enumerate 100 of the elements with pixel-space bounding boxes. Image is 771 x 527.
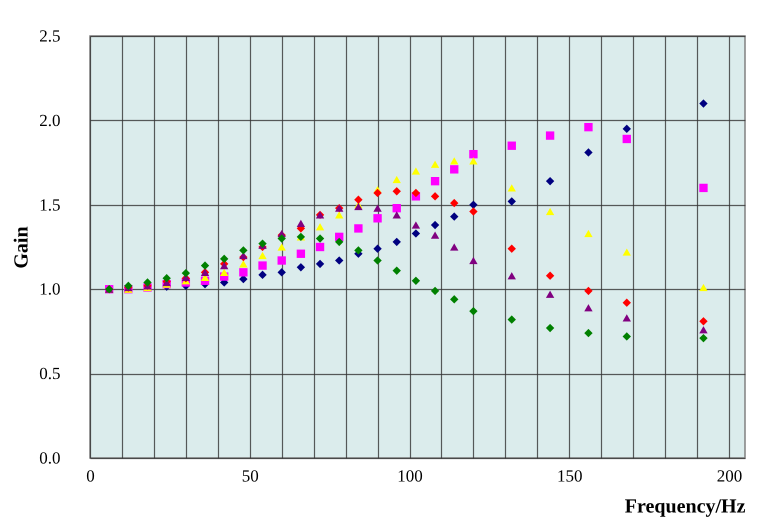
point	[335, 211, 344, 219]
point	[450, 198, 458, 208]
point	[162, 274, 171, 282]
point	[622, 298, 631, 307]
point	[469, 256, 478, 264]
point	[450, 165, 458, 174]
point	[373, 244, 382, 253]
point	[258, 270, 267, 280]
point	[296, 250, 306, 258]
x-tick-label: 50	[242, 466, 259, 486]
point	[508, 272, 516, 280]
point	[584, 122, 593, 132]
point	[584, 304, 593, 312]
point	[239, 260, 248, 268]
x-tick-label: 0	[86, 466, 95, 486]
y-tick-label: 2.0	[39, 110, 60, 130]
point	[450, 295, 458, 304]
point	[412, 221, 420, 229]
point	[373, 256, 382, 265]
point	[412, 167, 420, 175]
point	[430, 286, 440, 296]
point	[354, 246, 363, 255]
point	[469, 207, 478, 216]
point	[258, 239, 267, 248]
point	[584, 148, 593, 157]
point	[412, 276, 420, 285]
point	[239, 268, 248, 277]
point	[546, 208, 554, 216]
point	[622, 314, 631, 322]
point	[622, 332, 631, 341]
point	[469, 200, 478, 209]
x-tick-label: 100	[397, 466, 423, 486]
point	[508, 315, 516, 324]
point	[296, 220, 306, 227]
point	[699, 317, 708, 326]
point	[392, 187, 401, 196]
point	[508, 142, 516, 150]
point	[546, 324, 554, 332]
point	[430, 192, 440, 201]
point	[220, 268, 228, 276]
point	[546, 290, 554, 298]
point	[258, 261, 267, 270]
y-tick-label: 1.0	[39, 280, 60, 299]
point	[335, 256, 344, 265]
point	[430, 160, 440, 168]
point	[508, 197, 516, 206]
x-tick-label: 150	[557, 466, 583, 486]
x-tick-label: 200	[716, 466, 742, 486]
point	[469, 150, 478, 158]
y-tick-label: 0.0	[39, 448, 60, 468]
point	[622, 134, 631, 144]
point	[546, 176, 554, 186]
point	[546, 131, 554, 140]
point	[373, 204, 382, 212]
point	[316, 223, 324, 230]
point	[699, 326, 708, 334]
point	[335, 238, 344, 246]
point	[622, 248, 631, 256]
point	[392, 266, 401, 275]
point	[412, 188, 420, 198]
point	[450, 212, 458, 221]
point	[699, 284, 708, 292]
point	[200, 261, 210, 270]
point	[296, 263, 306, 272]
point	[220, 254, 228, 263]
point	[430, 176, 440, 186]
point	[546, 272, 554, 280]
point	[354, 224, 363, 233]
point	[392, 238, 401, 246]
y-tick-label: 2.5	[39, 26, 60, 46]
point	[412, 229, 420, 238]
point	[584, 328, 593, 338]
point	[373, 214, 382, 222]
point	[316, 242, 324, 252]
point	[430, 220, 440, 230]
point	[584, 286, 593, 296]
point	[469, 157, 478, 165]
point	[699, 334, 708, 342]
y-axis-title: Gain	[10, 226, 32, 269]
point	[278, 256, 286, 265]
point	[508, 244, 516, 253]
point	[316, 234, 324, 243]
point	[584, 230, 593, 238]
point	[450, 243, 458, 251]
point	[278, 268, 286, 277]
point	[392, 176, 401, 184]
point	[278, 234, 286, 243]
point	[143, 278, 152, 287]
y-tick-label: 1.5	[39, 195, 60, 214]
point	[430, 232, 440, 239]
point	[699, 184, 708, 192]
point	[699, 99, 708, 108]
point	[392, 211, 401, 219]
point	[450, 157, 458, 165]
point	[508, 184, 516, 192]
point	[239, 246, 248, 255]
point	[316, 260, 324, 268]
x-axis-title: Frequency/Hz	[624, 496, 746, 518]
point	[622, 124, 631, 134]
point	[354, 196, 363, 204]
